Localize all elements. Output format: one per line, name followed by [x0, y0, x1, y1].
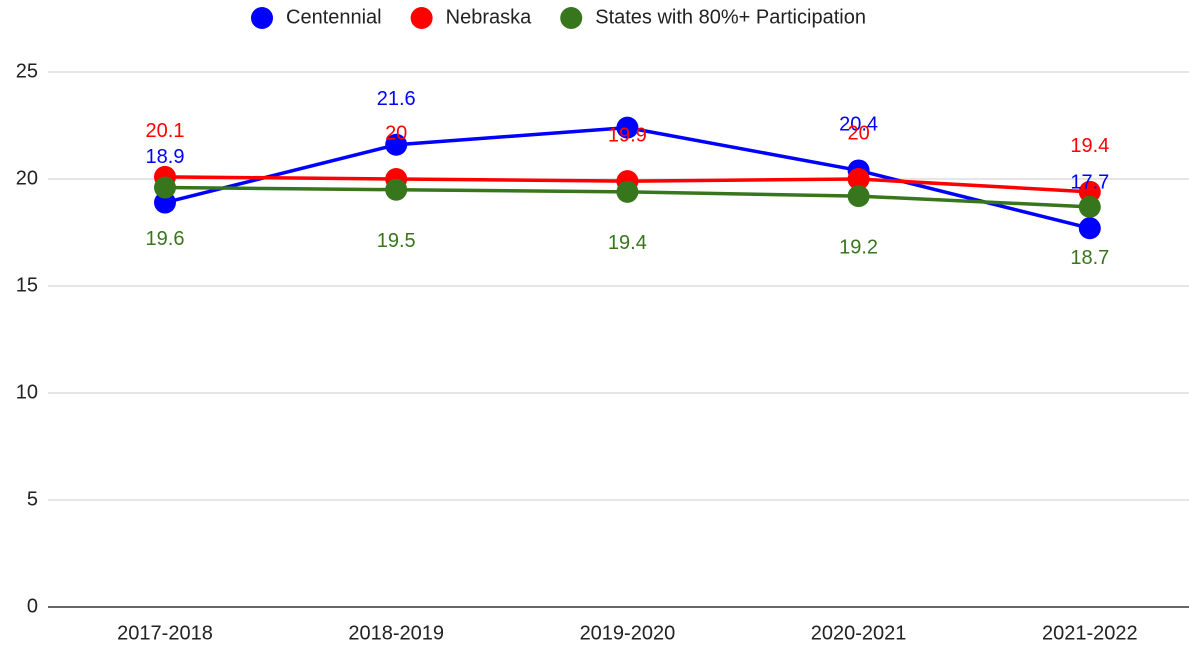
data-point	[847, 185, 870, 208]
data-label: 17.7	[1070, 172, 1109, 194]
data-label: 19.2	[839, 236, 878, 258]
y-tick-label: 25	[16, 60, 38, 82]
data-label: 21.6	[377, 88, 416, 110]
data-point	[154, 176, 176, 199]
data-label: 18.9	[146, 146, 185, 168]
x-tick-label: 2018-2019	[348, 622, 444, 644]
data-point	[385, 178, 408, 201]
x-tick-label: 2020-2021	[811, 622, 907, 644]
data-point	[385, 133, 408, 156]
data-label: 20	[847, 122, 869, 144]
data-point	[847, 168, 870, 190]
data-label: 19.4	[1070, 135, 1109, 157]
data-label: 20.4	[839, 114, 878, 136]
data-label: 19.5	[377, 230, 416, 252]
legend-marker	[251, 7, 273, 29]
data-label: 19.9	[608, 124, 647, 146]
data-label: 18.7	[1070, 247, 1109, 269]
data-point	[616, 180, 639, 203]
legend-label: States with 80%+ Participation	[595, 6, 866, 28]
y-tick-label: 20	[16, 167, 38, 189]
y-tick-label: 15	[16, 274, 38, 296]
legend-label: Nebraska	[446, 6, 532, 28]
data-point	[616, 116, 639, 139]
data-label: 20	[385, 122, 407, 144]
data-point	[1078, 217, 1101, 240]
x-tick-label: 2021-2022	[1042, 622, 1138, 644]
x-tick-label: 2017-2018	[117, 622, 213, 644]
data-label: 20.1	[146, 120, 185, 142]
legend-label: Centennial	[286, 6, 382, 28]
data-label: 19.6	[146, 228, 185, 250]
legend-marker	[560, 7, 583, 29]
y-tick-label: 0	[27, 595, 38, 617]
y-tick-label: 10	[16, 381, 38, 403]
data-point	[1078, 195, 1101, 218]
y-tick-label: 5	[27, 488, 38, 510]
data-label: 19.4	[608, 232, 647, 254]
legend-marker	[410, 7, 433, 29]
x-tick-label: 2019-2020	[580, 622, 676, 644]
